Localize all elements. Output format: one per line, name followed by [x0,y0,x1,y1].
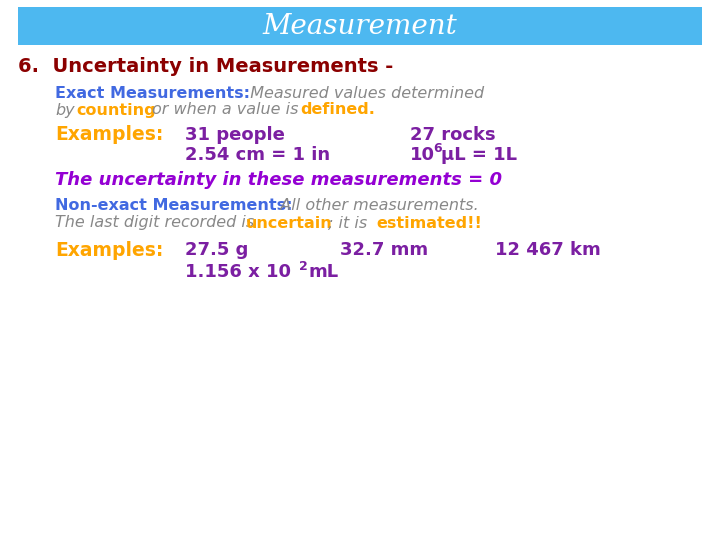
Text: 6.  Uncertainty in Measurements -: 6. Uncertainty in Measurements - [18,57,393,76]
Text: by: by [55,103,75,118]
Text: Measurement: Measurement [263,12,457,39]
Text: estimated!!: estimated!! [376,215,482,231]
Text: The uncertainty in these measurements = 0: The uncertainty in these measurements = … [55,171,502,189]
FancyBboxPatch shape [18,7,702,45]
Text: 6: 6 [433,143,441,156]
Text: 12 467 km: 12 467 km [495,241,600,259]
Text: 10: 10 [410,146,435,164]
Text: mL: mL [308,263,338,281]
Text: or when a value is: or when a value is [152,103,299,118]
Text: ; it is: ; it is [328,215,367,231]
Text: defined.: defined. [300,103,375,118]
Text: All other measurements.: All other measurements. [270,198,479,213]
Text: 2: 2 [299,260,307,273]
Text: 2.54 cm = 1 in: 2.54 cm = 1 in [185,146,330,164]
Text: counting: counting [76,103,156,118]
Text: 27.5 g: 27.5 g [185,241,248,259]
Text: 32.7 mm: 32.7 mm [340,241,428,259]
Text: Exact Measurements:: Exact Measurements: [55,85,250,100]
Text: Non-exact Measurements:: Non-exact Measurements: [55,198,292,213]
Text: 1.156 x 10: 1.156 x 10 [185,263,291,281]
Text: The last digit recorded is: The last digit recorded is [55,215,254,231]
Text: Examples:: Examples: [55,125,163,145]
Text: 27 rocks: 27 rocks [410,126,495,144]
Text: μL = 1L: μL = 1L [441,146,517,164]
Text: Examples:: Examples: [55,240,163,260]
Text: Measured values determined: Measured values determined [240,85,484,100]
Text: uncertain: uncertain [246,215,333,231]
Text: 31 people: 31 people [185,126,285,144]
